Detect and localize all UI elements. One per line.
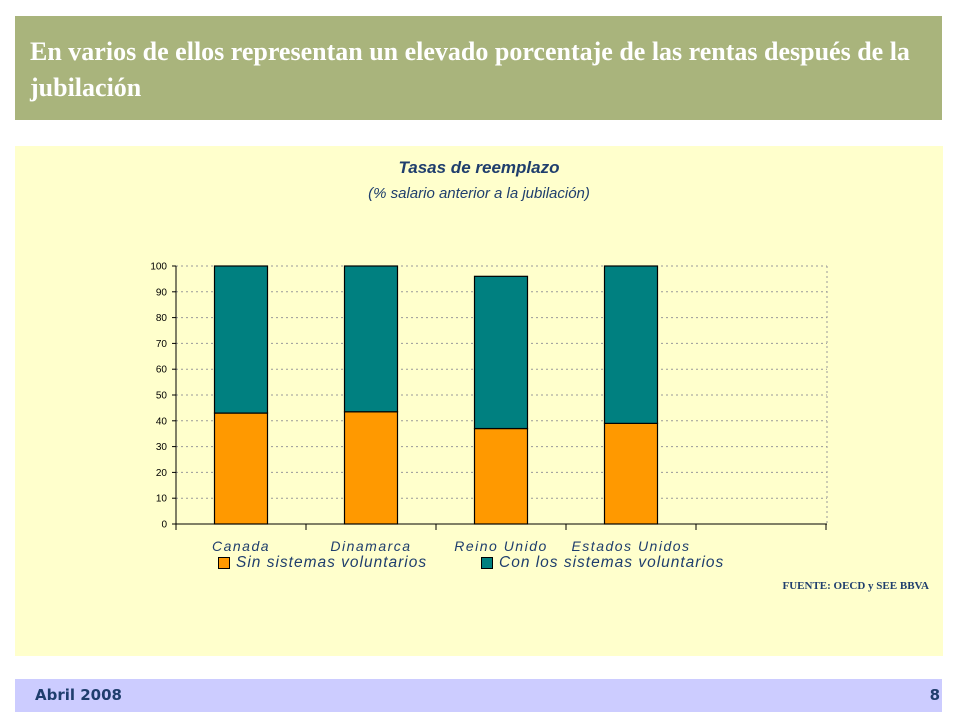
y-tick-label: 100 xyxy=(150,262,167,273)
x-tick-label: Reino Unido xyxy=(454,538,548,554)
y-tick-label: 50 xyxy=(156,391,168,402)
stacked-bar-chart: Canada Dinamarca Reino Unido Estados Unidos… xyxy=(150,262,828,554)
bar-con-dinamarca xyxy=(343,265,399,413)
slide-footer: Abril 2008 8 xyxy=(15,679,942,712)
y-tick-label: 60 xyxy=(156,365,168,376)
page-number: 8 xyxy=(929,686,940,704)
legend-label-con: Con los sistemas voluntarios xyxy=(499,554,725,571)
legend-item-con: Con los sistemas voluntarios xyxy=(481,554,724,572)
y-tick-label: 40 xyxy=(156,416,168,427)
legend-label-sin: Sin sistemas voluntarios xyxy=(236,554,428,571)
y-tick-label: 80 xyxy=(156,313,168,324)
legend-swatch-teal xyxy=(481,557,493,569)
legend-swatch-orange xyxy=(218,557,230,569)
y-tick-label: 0 xyxy=(161,520,167,531)
x-tick-label: Canada xyxy=(212,538,270,554)
y-tick-label: 70 xyxy=(156,339,168,350)
bar-sin-reino-unido xyxy=(473,427,529,525)
footer-date: Abril 2008 xyxy=(35,686,122,704)
bar-con-reino-unido xyxy=(473,275,529,430)
bar-sin-dinamarca xyxy=(343,411,399,525)
bar-sin-canada xyxy=(213,412,269,525)
slide-title: En varios de ellos representan un elevad… xyxy=(30,37,910,102)
y-tick-label: 10 xyxy=(156,494,168,505)
y-tick-label: 20 xyxy=(156,468,168,479)
x-tick-label: Dinamarca xyxy=(330,538,411,554)
legend-item-sin: Sin sistemas voluntarios xyxy=(218,554,427,572)
y-tick-label: 90 xyxy=(156,287,168,298)
chart-title: Tasas de reemplazo xyxy=(398,158,560,177)
chart-subtitle: (% salario anterior a la jubilación) xyxy=(368,185,590,202)
bar-con-canada xyxy=(213,265,269,414)
x-tick-label: Estados Unidos xyxy=(571,538,690,554)
bar-con-estados-unidos xyxy=(603,265,659,424)
chart-panel: Tasas de reemplazo (% salario anterior a… xyxy=(15,146,943,656)
bar-sin-estados-unidos xyxy=(603,422,659,525)
y-tick-label: 30 xyxy=(156,442,168,453)
source-note: FUENTE: OECD y SEE BBVA xyxy=(782,580,930,592)
slide-header: En varios de ellos representan un elevad… xyxy=(15,16,942,120)
